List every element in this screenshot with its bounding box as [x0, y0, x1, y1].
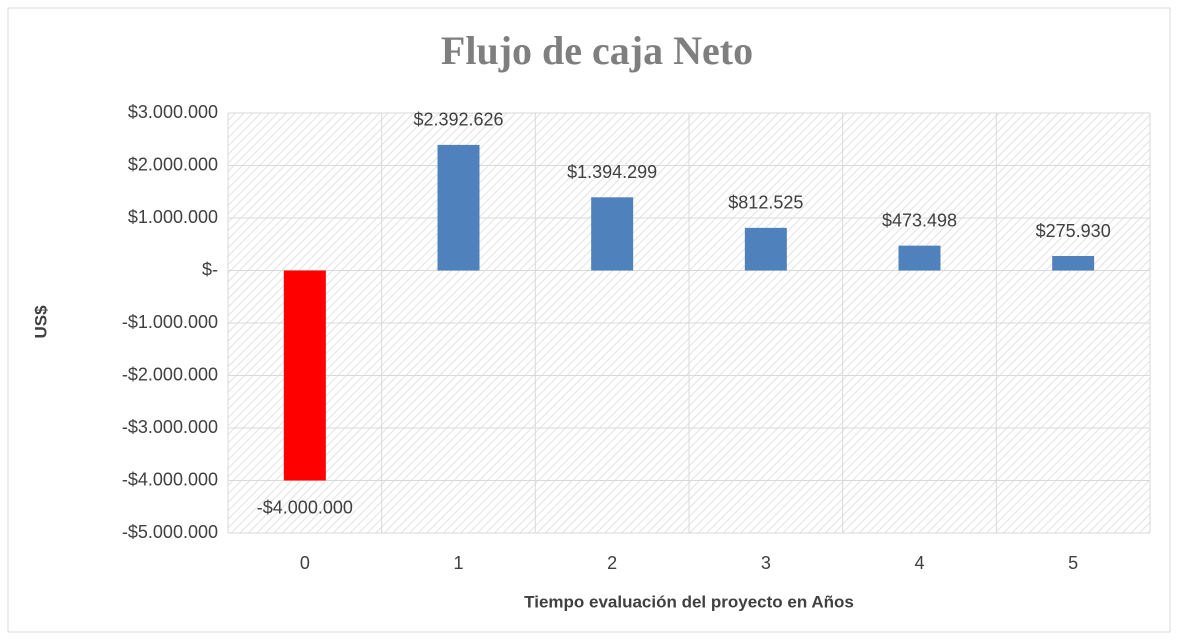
value-label: $275.930 [1036, 221, 1111, 241]
y-tick-label: -$4.000.000 [122, 469, 218, 489]
x-tick-label: 3 [761, 553, 771, 573]
bar [744, 227, 787, 271]
x-tick-label: 4 [914, 553, 924, 573]
value-label: $812.525 [728, 193, 803, 213]
y-tick-label: $3.000.000 [128, 102, 218, 122]
bar [437, 144, 480, 271]
x-tick-label: 1 [453, 553, 463, 573]
x-tick-label: 2 [607, 553, 617, 573]
y-tick-label: $- [202, 259, 218, 279]
x-tick-label: 5 [1068, 553, 1078, 573]
value-label: $2.392.626 [413, 110, 503, 130]
y-tick-label: $1.000.000 [128, 207, 218, 227]
y-tick-label: -$2.000.000 [122, 364, 218, 384]
bar [1052, 256, 1095, 271]
y-tick-label: -$1.000.000 [122, 312, 218, 332]
chart-title: Flujo de caja Neto [441, 28, 753, 73]
x-axis-title: Tiempo evaluación del proyecto en Años [524, 592, 854, 611]
y-axis-title: US$ [31, 305, 50, 339]
y-tick-label: -$3.000.000 [122, 417, 218, 437]
bar [898, 245, 941, 271]
y-tick-label: $2.000.000 [128, 154, 218, 174]
value-label: -$4.000.000 [257, 497, 353, 517]
y-tick-label: -$5.000.000 [122, 522, 218, 542]
bar [591, 197, 634, 271]
value-label: $1.394.299 [567, 162, 657, 182]
bar [283, 270, 326, 481]
x-tick-label: 0 [300, 553, 310, 573]
value-label: $473.498 [882, 210, 957, 230]
